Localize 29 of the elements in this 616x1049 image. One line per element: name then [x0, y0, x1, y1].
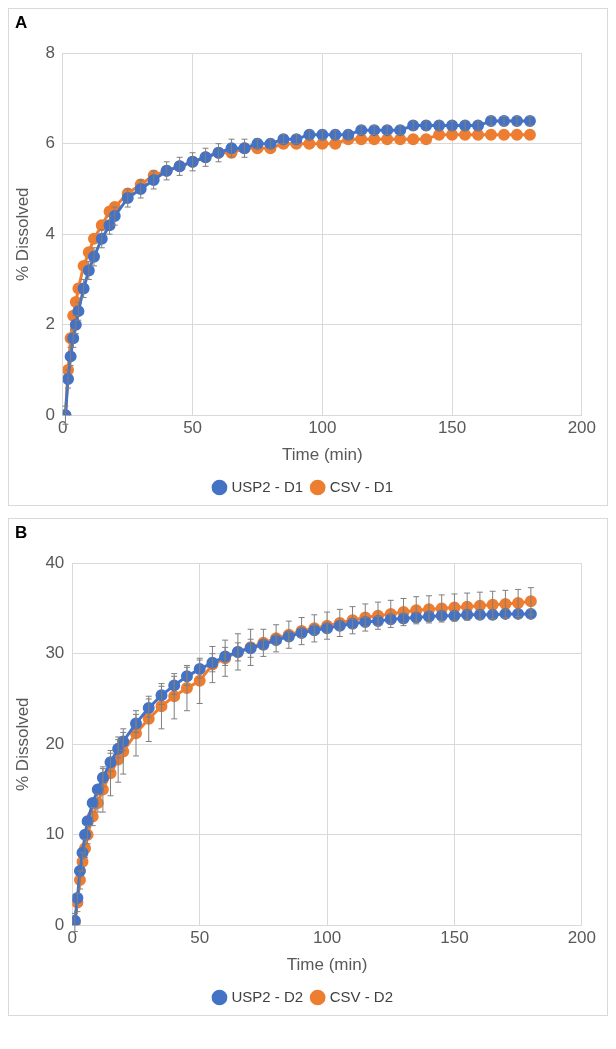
x-tick-label: 100	[312, 928, 342, 948]
x-tick-label: 200	[567, 928, 597, 948]
y-tick-label: 0	[45, 404, 55, 424]
y-tick-label: 20	[45, 733, 65, 753]
y-axis-title: % Dissolved	[12, 697, 32, 791]
legend-label: CSV - D2	[329, 987, 394, 1005]
y-tick-label: 8	[45, 42, 55, 62]
y-tick-label: 6	[45, 133, 55, 153]
legend-label: CSV - D1	[329, 477, 394, 495]
x-tick-label: 50	[183, 418, 203, 438]
y-tick-label: 30	[45, 643, 65, 663]
x-tick-label: 100	[308, 418, 337, 438]
chart-title: A	[14, 12, 29, 34]
y-tick-label: 40	[45, 552, 65, 572]
x-tick-label: 200	[567, 418, 597, 438]
x-tick-label: 50	[190, 928, 210, 948]
y-tick-label: 10	[45, 824, 65, 844]
y-tick-label: 2	[45, 314, 55, 334]
legend-label: USP2 - D2	[231, 987, 304, 1005]
y-axis-title: % Dissolved	[12, 187, 32, 281]
y-tick-label: 4	[45, 223, 55, 243]
x-tick-label: 0	[67, 928, 78, 948]
x-tick-label: 150	[440, 928, 469, 948]
x-axis-title: Time (min)	[282, 445, 363, 465]
legend-label: USP2 - D1	[231, 477, 304, 495]
x-tick-label: 150	[437, 418, 467, 438]
y-tick-label: 0	[54, 914, 65, 934]
x-axis-title: Time (min)	[286, 955, 368, 975]
chart-title: B	[14, 522, 29, 544]
